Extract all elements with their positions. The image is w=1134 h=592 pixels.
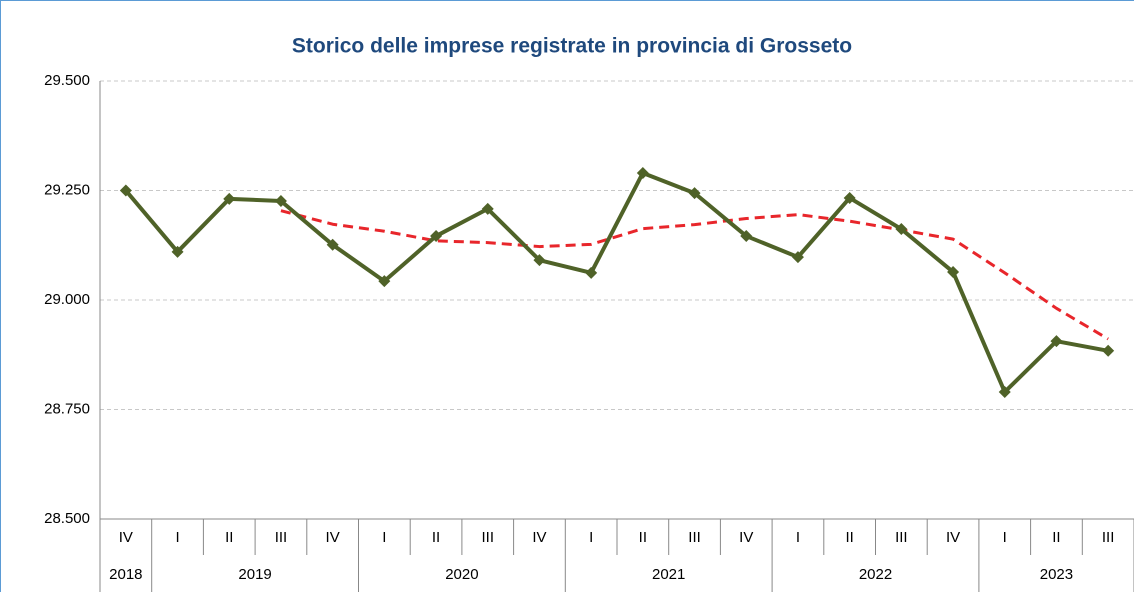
series-marker: [481, 202, 494, 215]
series-marker: [585, 266, 598, 279]
series-marker: [740, 230, 753, 243]
x-tick-label: I: [796, 529, 800, 546]
series-line: [280, 209, 1109, 341]
series-marker: [326, 238, 339, 251]
x-tick-label: II: [225, 529, 233, 546]
y-tick-label: 29.500: [44, 72, 90, 89]
year-label: 2021: [652, 566, 685, 583]
series-marker: [430, 230, 443, 243]
year-label: 2023: [1040, 566, 1073, 583]
x-tick-label: IV: [532, 529, 546, 546]
x-tick-label: I: [175, 529, 179, 546]
series-marker: [171, 245, 184, 258]
series-marker: [636, 166, 649, 179]
x-tick-label: IV: [946, 529, 960, 546]
x-tick-label: III: [688, 529, 701, 546]
x-tick-label: III: [1102, 529, 1115, 546]
x-tick-label: III: [275, 529, 288, 546]
series-marker: [688, 187, 701, 200]
x-tick-label: I: [1003, 529, 1007, 546]
x-tick-label: II: [1052, 529, 1060, 546]
series-marker: [1050, 335, 1063, 348]
y-tick-label: 28.750: [44, 400, 90, 417]
series-marker: [998, 385, 1011, 398]
x-tick-label: II: [639, 529, 647, 546]
x-tick-label: I: [589, 529, 593, 546]
y-tick-label: 29.250: [44, 181, 90, 198]
year-label: 2019: [238, 566, 271, 583]
series-marker: [791, 251, 804, 264]
x-tick-label: II: [845, 529, 853, 546]
x-tick-label: IV: [119, 529, 133, 546]
x-tick-label: I: [382, 529, 386, 546]
x-tick-label: III: [481, 529, 494, 546]
series-marker: [378, 275, 391, 288]
x-tick-label: IV: [739, 529, 753, 546]
year-label: 2018: [109, 566, 142, 583]
series-marker: [119, 184, 132, 197]
y-tick-label: 29.000: [44, 291, 90, 308]
x-tick-label: IV: [326, 529, 340, 546]
x-tick-label: III: [895, 529, 908, 546]
series-marker: [947, 265, 960, 278]
series-marker: [843, 191, 856, 204]
series-marker: [223, 192, 236, 205]
series-marker: [274, 195, 287, 208]
x-tick-label: II: [432, 529, 440, 546]
series-marker: [533, 254, 546, 267]
y-tick-label: 28.500: [44, 510, 90, 527]
year-label: 2020: [445, 566, 478, 583]
chart-title: Storico delle imprese registrate in prov…: [292, 35, 852, 58]
series-marker: [895, 223, 908, 236]
year-label: 2022: [859, 566, 892, 583]
series-line: [124, 170, 1109, 394]
series-marker: [1102, 344, 1115, 357]
